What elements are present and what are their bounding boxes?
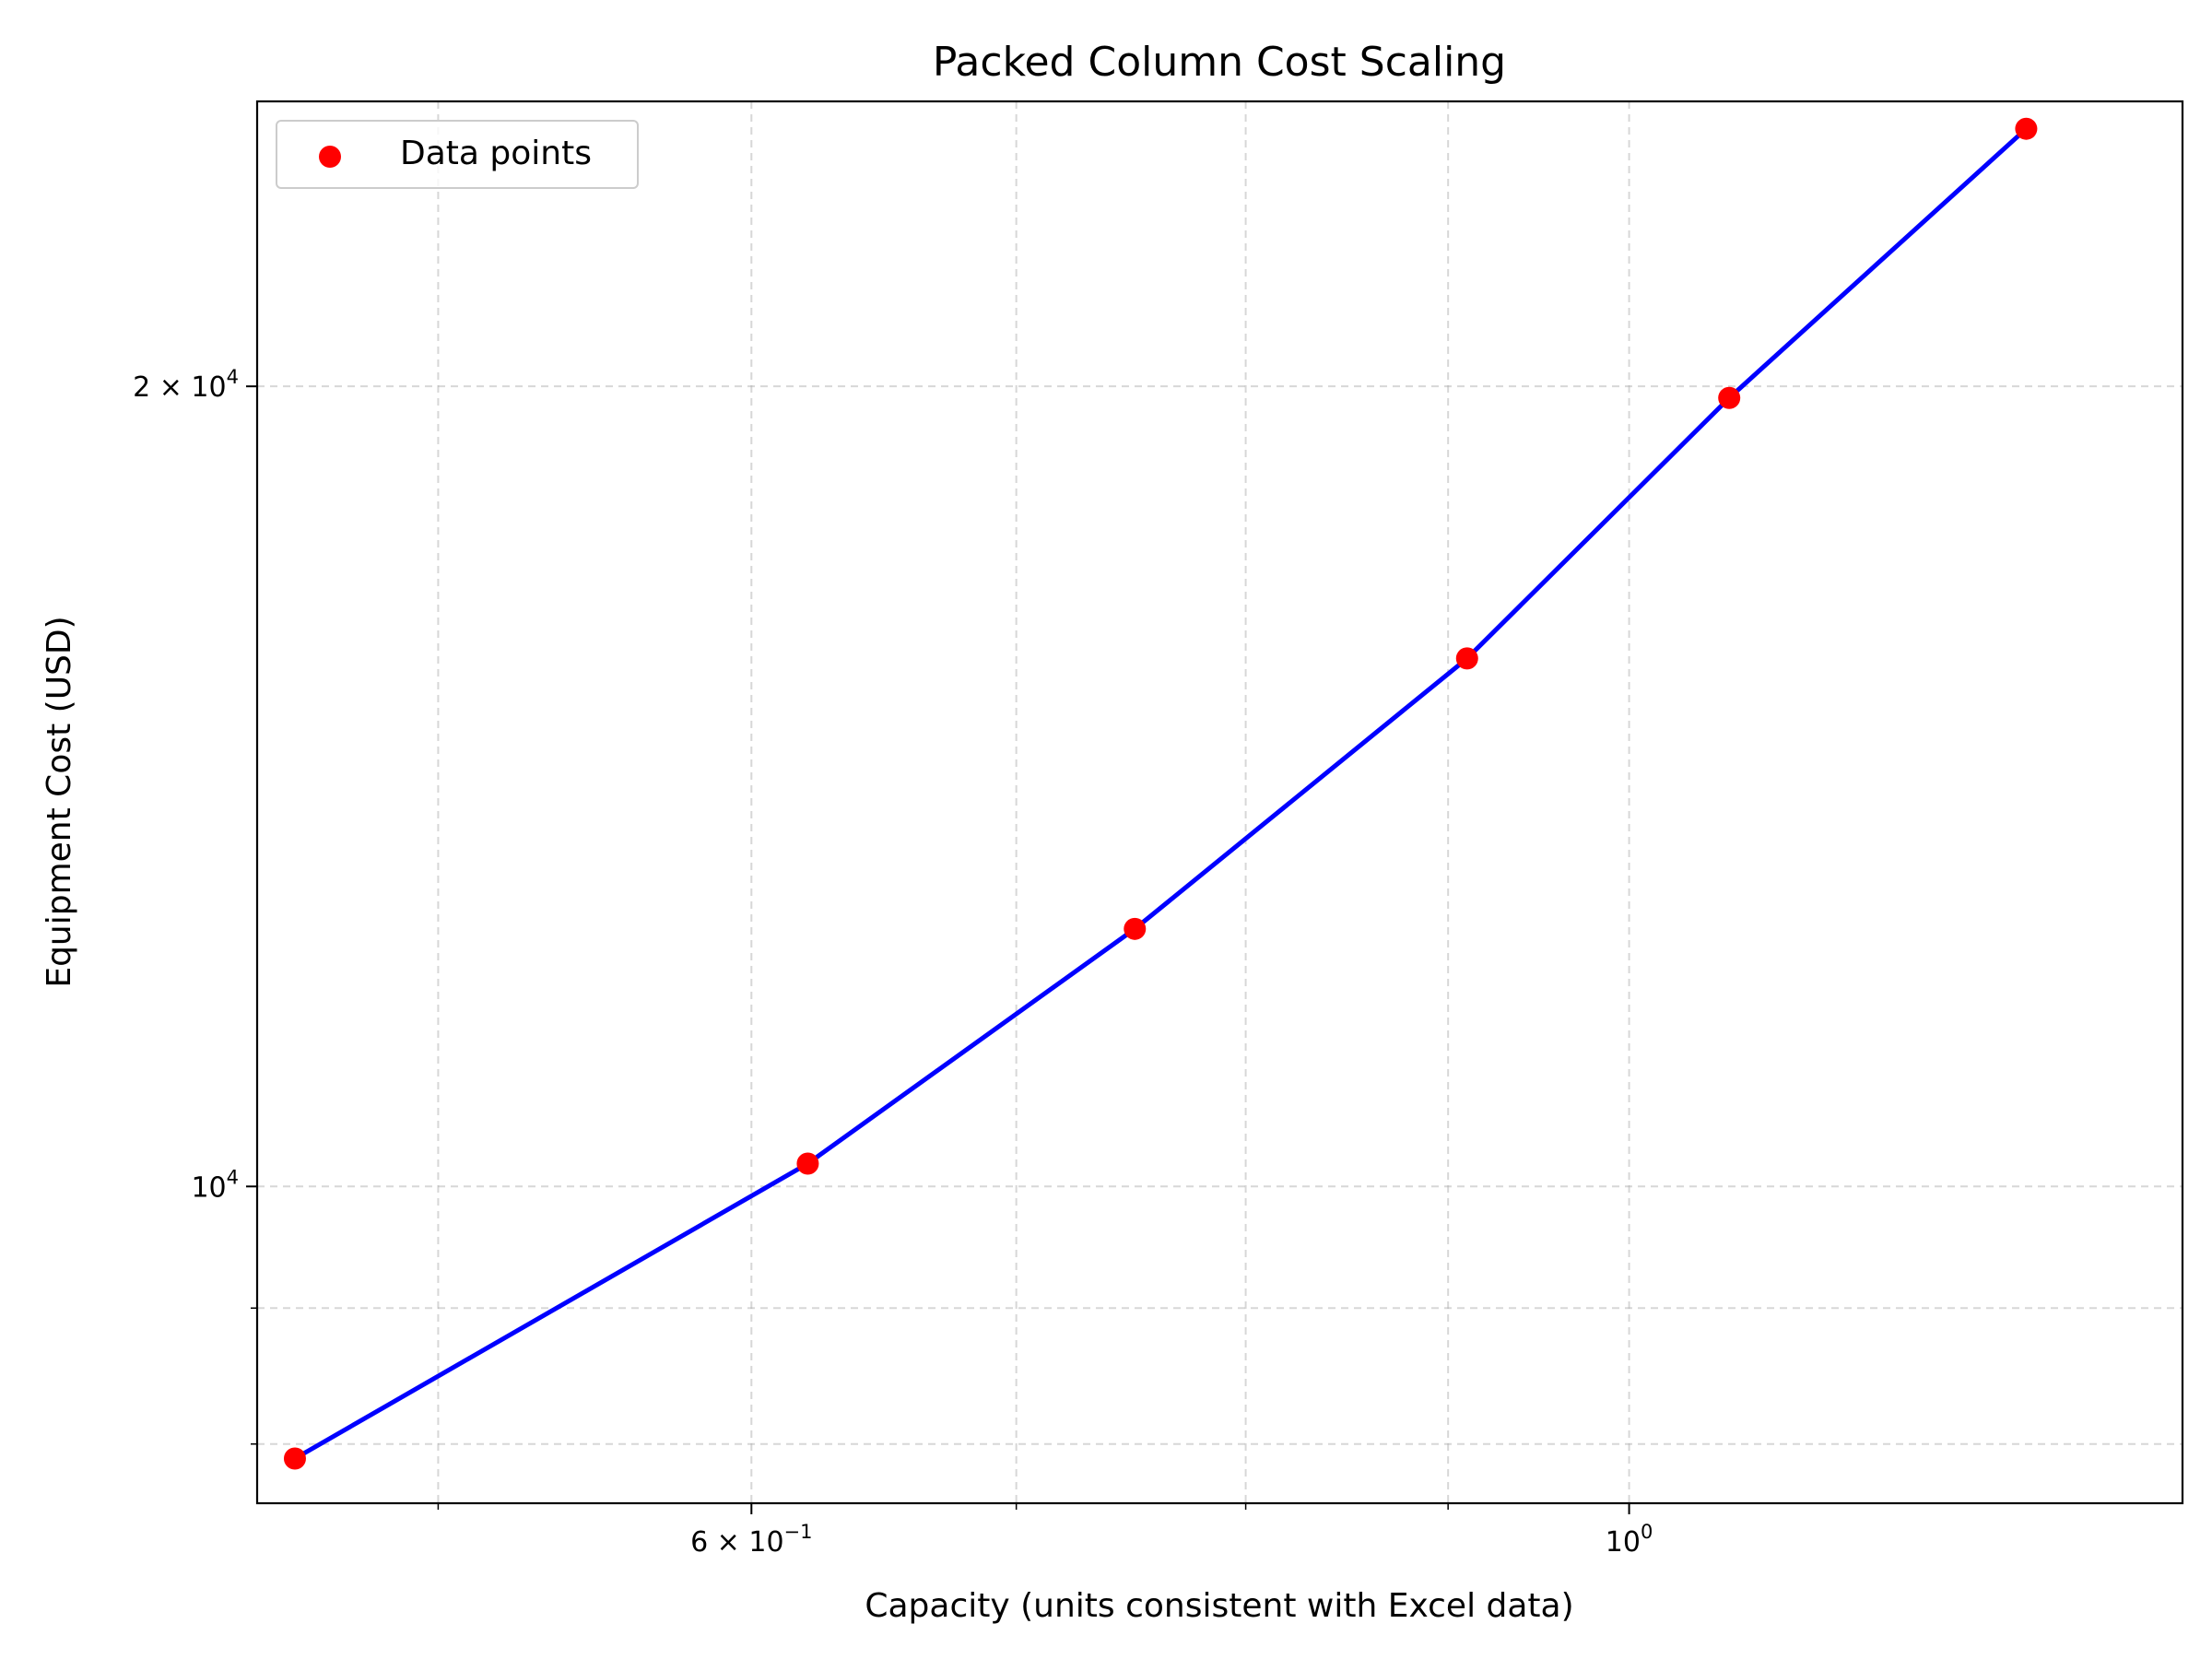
legend: Data points	[276, 120, 639, 189]
chart-title: Packed Column Cost Scaling	[933, 39, 1506, 86]
axes-frame	[255, 100, 2184, 1505]
data-point	[1124, 917, 1147, 940]
data-point	[1718, 386, 1741, 409]
plot-area	[283, 117, 2038, 1470]
y-tick-label: 2 × 104	[133, 366, 239, 404]
grid	[257, 101, 2183, 1503]
data-point	[2015, 117, 2038, 140]
x-axis-label: Capacity (units consistent with Excel da…	[865, 1587, 1573, 1625]
data-point	[796, 1152, 819, 1175]
fit-line	[292, 126, 2029, 1462]
legend-label-data-points: Data points	[400, 135, 592, 172]
data-point	[1455, 647, 1478, 670]
legend-box	[276, 120, 639, 189]
y-tick-label: 104	[191, 1166, 239, 1204]
y-axis-label: Equipment Cost (USD)	[41, 616, 78, 987]
legend-marker-data-points	[319, 146, 341, 168]
data-point	[283, 1447, 306, 1470]
